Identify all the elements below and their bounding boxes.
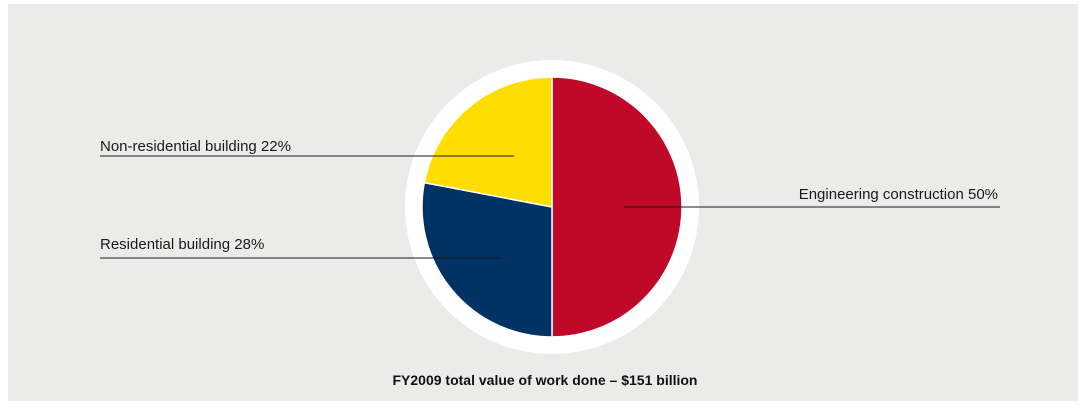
- slice-label-2: Residential building 28%: [100, 236, 264, 253]
- chart-title: FY2009 total value of work done – $151 b…: [392, 372, 698, 388]
- pie-slice-3: [423, 76, 553, 208]
- pie-slices: [421, 76, 683, 338]
- slice-label-1: Engineering construction 50%: [799, 186, 998, 203]
- pie-slice-2: [421, 181, 553, 338]
- pie-labels: Engineering construction 50% Residential …: [100, 138, 1000, 259]
- slice-label-3: Non-residential building 22%: [100, 138, 291, 155]
